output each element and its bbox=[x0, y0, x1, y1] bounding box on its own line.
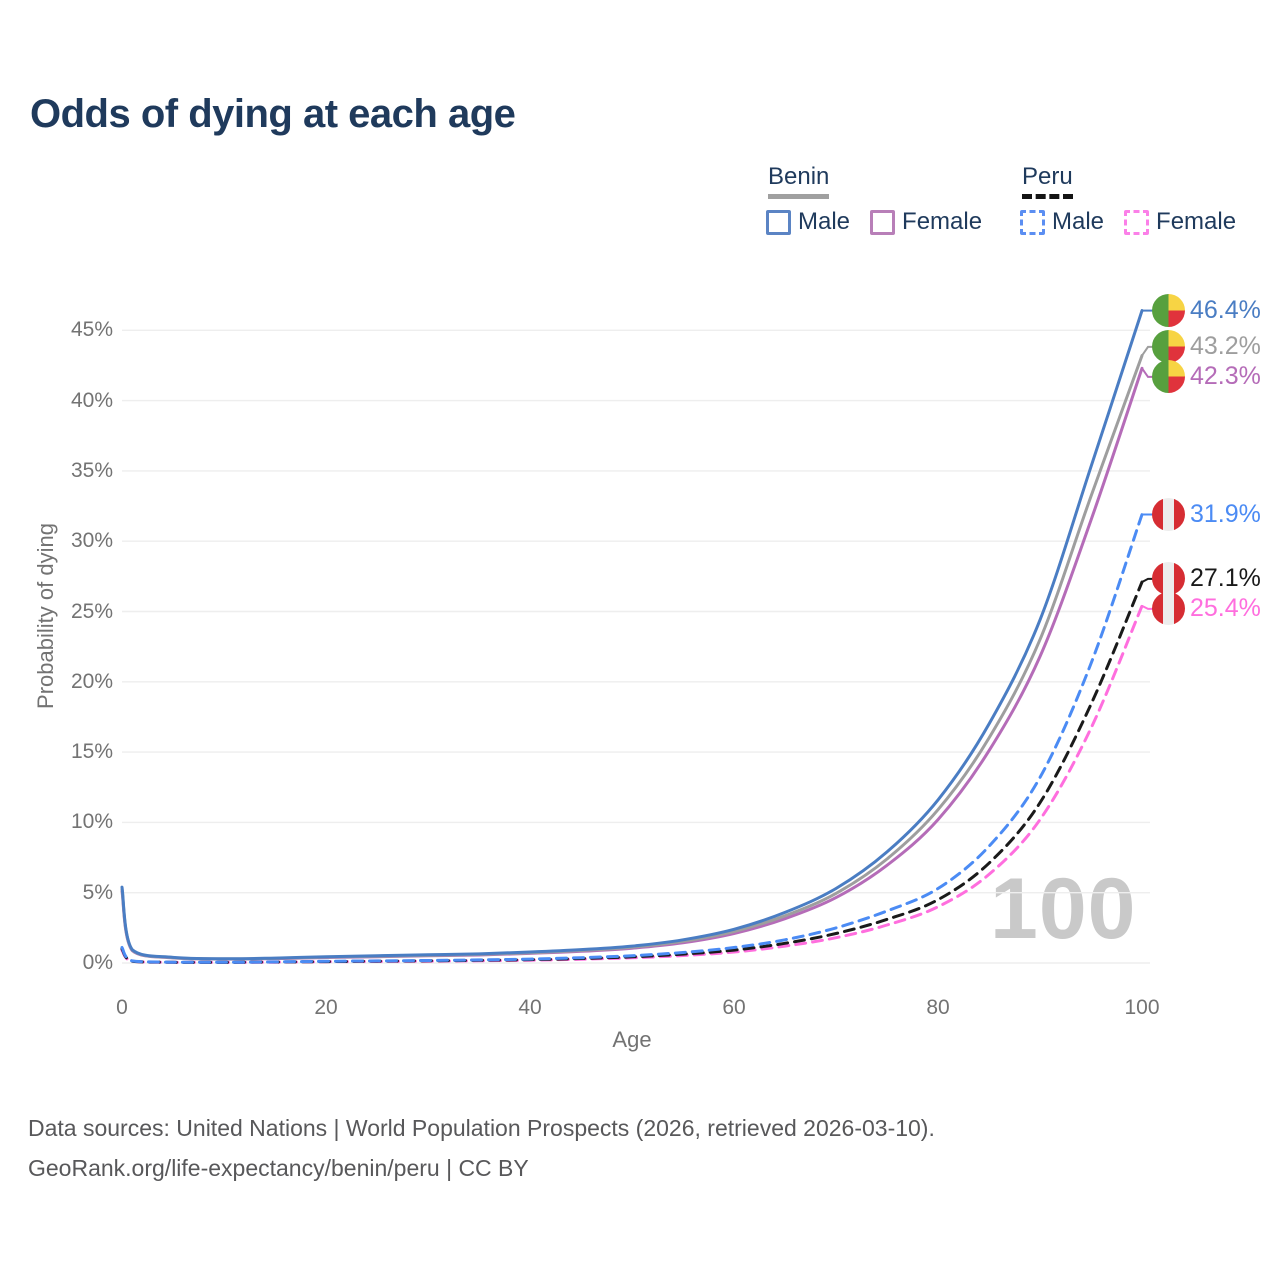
end-label-peru-male: 31.9% bbox=[1152, 498, 1261, 531]
benin-flag-icon bbox=[1152, 330, 1185, 364]
x-axis-title: Age bbox=[612, 1027, 652, 1052]
end-label-benin-male: 46.4% bbox=[1152, 294, 1261, 328]
footer-sources: Data sources: United Nations | World Pop… bbox=[28, 1115, 935, 1141]
benin-flag-icon bbox=[1152, 360, 1185, 394]
legend-checkbox-peru-male[interactable] bbox=[1020, 209, 1045, 235]
footer: Data sources: United Nations | World Pop… bbox=[28, 1108, 935, 1189]
curve-peru-both bbox=[120, 580, 1144, 964]
y-tick-20%: 20% bbox=[70, 669, 113, 693]
legend-label-peru-male[interactable]: Male bbox=[1052, 208, 1105, 235]
legend-item-benin-female[interactable]: Female bbox=[870, 208, 982, 236]
y-tick-45%: 45% bbox=[70, 318, 113, 342]
chart-title: Odds of dying at each age bbox=[30, 92, 516, 136]
age-counter-watermark: 100 bbox=[990, 861, 1137, 957]
end-connector-benin-female bbox=[1141, 367, 1153, 378]
legend-group-peru: Peru Male Female bbox=[1020, 163, 1236, 236]
end-label-peru-female: 25.4% bbox=[1152, 592, 1261, 626]
legend-country-peru[interactable]: Peru bbox=[1022, 163, 1073, 199]
end-label-benin-both: 43.2% bbox=[1152, 330, 1261, 364]
benin-flag-icon bbox=[1152, 294, 1185, 328]
curve-benin-female bbox=[120, 366, 1144, 961]
x-tick-60: 60 bbox=[722, 996, 746, 1019]
peru-flag-icon bbox=[1152, 592, 1185, 626]
legend-label-benin-female[interactable]: Female bbox=[902, 208, 983, 235]
y-tick-30%: 30% bbox=[70, 529, 113, 553]
peru-flag-icon bbox=[1152, 498, 1185, 531]
end-label-benin-female: 42.3% bbox=[1152, 360, 1261, 394]
y-tick-0%: 0% bbox=[82, 951, 113, 974]
legend-country-benin[interactable]: Benin bbox=[768, 163, 830, 199]
x-tick-0: 0 bbox=[116, 996, 128, 1019]
peru-flag-icon bbox=[1152, 562, 1185, 596]
end-label-value-benin-female: 42.3% bbox=[1190, 362, 1261, 391]
x-tick-80: 80 bbox=[926, 996, 950, 1019]
curve-benin-both bbox=[120, 354, 1144, 961]
x-tick-100: 100 bbox=[1124, 996, 1160, 1019]
curve-peru-male bbox=[120, 513, 1144, 964]
legend-items-benin: Male Female bbox=[766, 208, 982, 236]
y-tick-5%: 5% bbox=[82, 880, 113, 904]
end-connector-benin-both bbox=[1141, 345, 1153, 357]
end-label-value-peru-female: 25.4% bbox=[1190, 594, 1261, 623]
legend-label-benin-male[interactable]: Male bbox=[798, 208, 851, 235]
x-tick-20: 20 bbox=[314, 996, 338, 1019]
legend-checkbox-benin-female[interactable] bbox=[870, 209, 896, 235]
legend-label-peru-female[interactable]: Female bbox=[1156, 208, 1237, 235]
end-label-peru-both: 27.1% bbox=[1152, 562, 1261, 596]
end-label-value-peru-male: 31.9% bbox=[1190, 500, 1261, 528]
legend-item-benin-male[interactable]: Male bbox=[766, 208, 850, 236]
end-label-value-benin-male: 46.4% bbox=[1190, 296, 1261, 325]
legend-checkbox-peru-female[interactable] bbox=[1124, 209, 1150, 235]
y-tick-35%: 35% bbox=[70, 458, 113, 482]
legend-checkbox-benin-male[interactable] bbox=[766, 209, 791, 235]
curve-peru-female bbox=[120, 604, 1144, 964]
curve-benin-male bbox=[120, 309, 1144, 961]
y-tick-15%: 15% bbox=[70, 740, 113, 764]
y-tick-10%: 10% bbox=[70, 810, 113, 834]
end-label-value-benin-both: 43.2% bbox=[1190, 332, 1261, 361]
legend-item-peru-female[interactable]: Female bbox=[1124, 208, 1236, 236]
end-connector-peru-both bbox=[1141, 577, 1153, 583]
legend: Benin Male Female Peru Male Female bbox=[0, 163, 1280, 238]
footer-attribution: GeoRank.org/life-expectancy/benin/peru |… bbox=[28, 1155, 529, 1182]
end-connector-peru-female bbox=[1141, 605, 1153, 610]
legend-group-benin: Benin Male Female bbox=[766, 163, 982, 236]
legend-item-peru-male[interactable]: Male bbox=[1020, 208, 1104, 236]
legend-items-peru: Male Female bbox=[1020, 208, 1236, 236]
x-tick-40: 40 bbox=[518, 996, 542, 1019]
y-tick-25%: 25% bbox=[70, 599, 113, 623]
y-tick-40%: 40% bbox=[70, 388, 113, 412]
end-label-value-peru-both: 27.1% bbox=[1190, 564, 1261, 593]
